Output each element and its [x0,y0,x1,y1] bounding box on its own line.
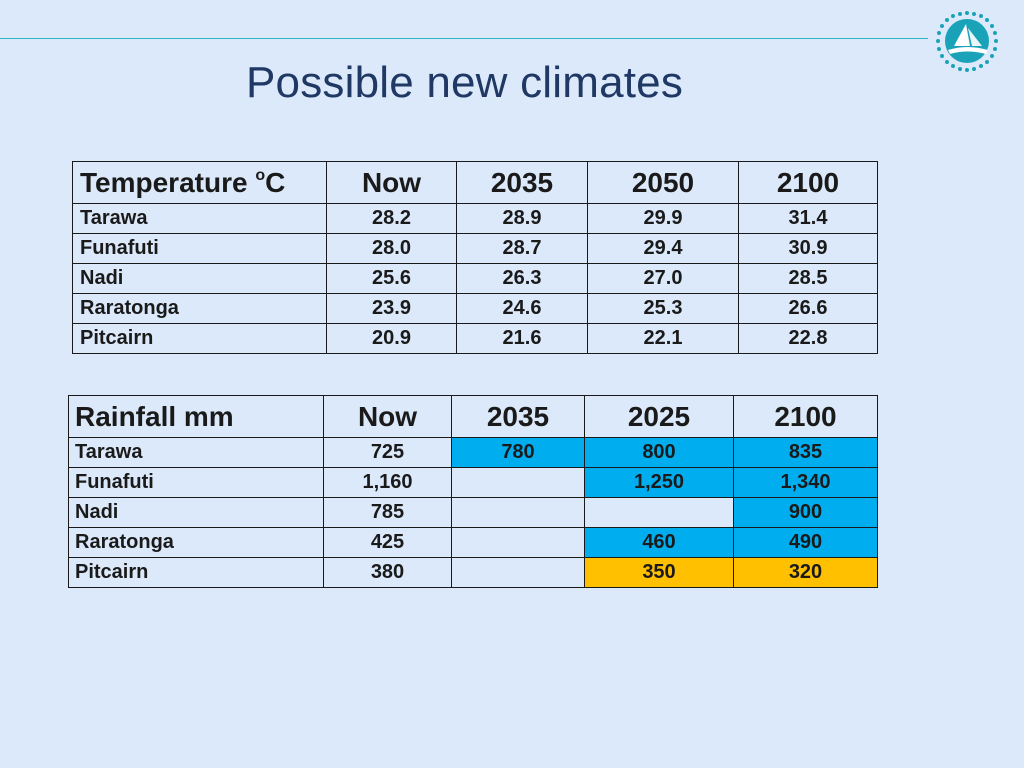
place-name: Pitcairn [72,323,327,354]
table-cell: 22.8 [738,323,878,354]
table-row: Tarawa 28.2 28.9 29.9 31.4 [72,203,878,234]
table-cell: 25.6 [326,263,457,294]
table-cell: 23.9 [326,293,457,324]
temperature-header-label: Temperature oC [72,161,327,204]
temperature-table: Temperature oC Now 2035 2050 2100 Tarawa… [72,161,878,354]
table-row: Pitcairn 20.9 21.6 22.1 22.8 [72,323,878,354]
table-cell [451,497,585,528]
top-divider-line [0,38,928,39]
table-cell: 28.2 [326,203,457,234]
table-row: Nadi 25.6 26.3 27.0 28.5 [72,263,878,294]
table-cell: 22.1 [587,323,739,354]
table-cell-highlighted: 460 [584,527,734,558]
column-header-now: Now [326,161,457,204]
table-cell [451,557,585,588]
table-cell: 785 [323,497,452,528]
table-cell: 25.3 [587,293,739,324]
column-header-2100: 2100 [738,161,878,204]
rainfall-table: Rainfall mm Now 2035 2025 2100 Tarawa 72… [68,395,878,588]
slide-title: Possible new climates [246,58,684,107]
table-cell: 1,160 [323,467,452,498]
table-cell-highlighted: 350 [584,557,734,588]
table-cell: 28.5 [738,263,878,294]
column-header-2100: 2100 [733,395,878,438]
place-name: Raratonga [68,527,324,558]
table-row: Pitcairn 380 350 320 [68,557,878,588]
table-cell: 29.9 [587,203,739,234]
place-name: Funafuti [72,233,327,264]
table-row: Nadi 785 900 [68,497,878,528]
table-cell-highlighted: 900 [733,497,878,528]
table-cell-highlighted: 780 [451,437,585,468]
table-cell [451,527,585,558]
table-cell-highlighted: 320 [733,557,878,588]
table-cell: 21.6 [456,323,588,354]
table-row: Raratonga 23.9 24.6 25.3 26.6 [72,293,878,324]
place-name: Funafuti [68,467,324,498]
temperature-header-row: Temperature oC Now 2035 2050 2100 [72,161,878,204]
place-name: Tarawa [68,437,324,468]
table-cell: 27.0 [587,263,739,294]
table-cell [451,467,585,498]
table-cell-highlighted: 835 [733,437,878,468]
table-cell: 26.6 [738,293,878,324]
place-name: Pitcairn [68,557,324,588]
organisation-logo-icon [936,11,998,72]
column-header-2050: 2050 [587,161,739,204]
table-cell [584,497,734,528]
table-row: Tarawa 725 780 800 835 [68,437,878,468]
table-cell: 425 [323,527,452,558]
table-row: Funafuti 1,160 1,250 1,340 [68,467,878,498]
place-name: Tarawa [72,203,327,234]
table-cell: 24.6 [456,293,588,324]
table-cell: 725 [323,437,452,468]
rainfall-header-row: Rainfall mm Now 2035 2025 2100 [68,395,878,438]
place-name: Raratonga [72,293,327,324]
table-cell-highlighted: 1,250 [584,467,734,498]
table-cell-highlighted: 490 [733,527,878,558]
column-header-2025: 2025 [584,395,734,438]
table-cell-highlighted: 800 [584,437,734,468]
table-row: Raratonga 425 460 490 [68,527,878,558]
table-cell: 28.0 [326,233,457,264]
column-header-2035: 2035 [456,161,588,204]
table-row: Funafuti 28.0 28.7 29.4 30.9 [72,233,878,264]
table-cell: 26.3 [456,263,588,294]
table-cell: 380 [323,557,452,588]
table-cell: 29.4 [587,233,739,264]
column-header-2035: 2035 [451,395,585,438]
place-name: Nadi [68,497,324,528]
table-cell: 28.9 [456,203,588,234]
table-cell: 28.7 [456,233,588,264]
table-cell: 31.4 [738,203,878,234]
column-header-now: Now [323,395,452,438]
table-cell-highlighted: 1,340 [733,467,878,498]
place-name: Nadi [72,263,327,294]
table-cell: 30.9 [738,233,878,264]
rainfall-header-label: Rainfall mm [68,395,324,438]
table-cell: 20.9 [326,323,457,354]
